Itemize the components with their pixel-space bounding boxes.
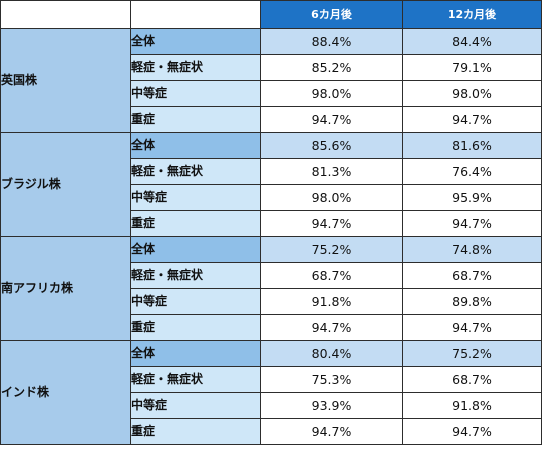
value-12-months: 98.0% bbox=[402, 80, 542, 107]
table-row: インド株 全体 80.4% 75.2% bbox=[0, 340, 542, 445]
value-6-months: 81.3% bbox=[260, 158, 403, 185]
value-6-months: 94.7% bbox=[260, 314, 403, 341]
category-label: 重症 bbox=[130, 210, 261, 237]
category-label: 中等症 bbox=[130, 288, 261, 315]
value-12-months: 95.9% bbox=[402, 184, 542, 211]
table-row: 重症 94.7% 94.7% bbox=[1, 314, 542, 341]
value-12-months: 81.6% bbox=[402, 132, 542, 159]
strain-label: 南アフリカ株 bbox=[0, 236, 131, 341]
value-6-months: 91.8% bbox=[260, 288, 403, 315]
table-row: ブラジル株 全体 85.6% 81.6% bbox=[0, 132, 542, 237]
value-12-months: 68.7% bbox=[402, 262, 542, 289]
header-6-months: 6カ月後 bbox=[260, 0, 403, 29]
value-12-months: 94.7% bbox=[402, 418, 542, 445]
value-6-months: 94.7% bbox=[260, 210, 403, 237]
category-label: 重症 bbox=[130, 314, 261, 341]
value-6-months: 80.4% bbox=[260, 340, 403, 367]
category-label: 重症 bbox=[130, 418, 261, 445]
value-6-months: 75.3% bbox=[260, 366, 403, 393]
table-row: 軽症・無症状 81.3% 76.4% bbox=[1, 158, 542, 185]
strain-label: 英国株 bbox=[0, 28, 131, 133]
value-12-months: 74.8% bbox=[402, 236, 542, 263]
value-6-months: 98.0% bbox=[260, 80, 403, 107]
value-6-months: 98.0% bbox=[260, 184, 403, 211]
table-row: 英国株 全体 88.4% 84.4% bbox=[0, 28, 542, 133]
category-label: 全体 bbox=[130, 28, 261, 55]
value-6-months: 93.9% bbox=[260, 392, 403, 419]
table-row: 重症 94.7% 94.7% bbox=[1, 418, 542, 445]
efficacy-table: 6カ月後 12カ月後 英国株 全体 88.4% 84.4% 軽症・無症状 85.… bbox=[0, 0, 542, 445]
table-row: 重症 94.7% 94.7% bbox=[1, 106, 542, 133]
table-row: 軽症・無症状 68.7% 68.7% bbox=[1, 262, 542, 289]
header-strain-cell bbox=[0, 0, 131, 29]
category-label: 中等症 bbox=[130, 80, 261, 107]
value-12-months: 76.4% bbox=[402, 158, 542, 185]
category-label: 中等症 bbox=[130, 392, 261, 419]
header-12-months: 12カ月後 bbox=[402, 0, 542, 29]
table-row: 軽症・無症状 75.3% 68.7% bbox=[1, 366, 542, 393]
category-label: 重症 bbox=[130, 106, 261, 133]
value-12-months: 94.7% bbox=[402, 106, 542, 133]
value-12-months: 89.8% bbox=[402, 288, 542, 315]
value-12-months: 75.2% bbox=[402, 340, 542, 367]
table-row: 中等症 98.0% 95.9% bbox=[1, 184, 542, 211]
value-12-months: 94.7% bbox=[402, 314, 542, 341]
header-category-cell bbox=[130, 0, 261, 29]
value-6-months: 85.6% bbox=[260, 132, 403, 159]
category-label: 全体 bbox=[130, 132, 261, 159]
category-label: 全体 bbox=[130, 236, 261, 263]
table-row: 軽症・無症状 85.2% 79.1% bbox=[1, 54, 542, 81]
value-12-months: 79.1% bbox=[402, 54, 542, 81]
strain-label: ブラジル株 bbox=[0, 132, 131, 237]
category-label: 軽症・無症状 bbox=[130, 54, 261, 81]
strain-label: インド株 bbox=[0, 340, 131, 445]
category-label: 中等症 bbox=[130, 184, 261, 211]
category-label: 軽症・無症状 bbox=[130, 366, 261, 393]
value-6-months: 75.2% bbox=[260, 236, 403, 263]
header-row: 6カ月後 12カ月後 bbox=[0, 0, 542, 29]
table-row: 中等症 93.9% 91.8% bbox=[1, 392, 542, 419]
category-label: 全体 bbox=[130, 340, 261, 367]
category-label: 軽症・無症状 bbox=[130, 158, 261, 185]
value-6-months: 94.7% bbox=[260, 106, 403, 133]
value-6-months: 85.2% bbox=[260, 54, 403, 81]
table-row: 南アフリカ株 全体 75.2% 74.8% bbox=[0, 236, 542, 341]
value-12-months: 68.7% bbox=[402, 366, 542, 393]
category-label: 軽症・無症状 bbox=[130, 262, 261, 289]
value-6-months: 94.7% bbox=[260, 418, 403, 445]
value-6-months: 68.7% bbox=[260, 262, 403, 289]
value-6-months: 88.4% bbox=[260, 28, 403, 55]
table-row: 中等症 98.0% 98.0% bbox=[1, 80, 542, 107]
value-12-months: 94.7% bbox=[402, 210, 542, 237]
value-12-months: 91.8% bbox=[402, 392, 542, 419]
table-row: 中等症 91.8% 89.8% bbox=[1, 288, 542, 315]
value-12-months: 84.4% bbox=[402, 28, 542, 55]
